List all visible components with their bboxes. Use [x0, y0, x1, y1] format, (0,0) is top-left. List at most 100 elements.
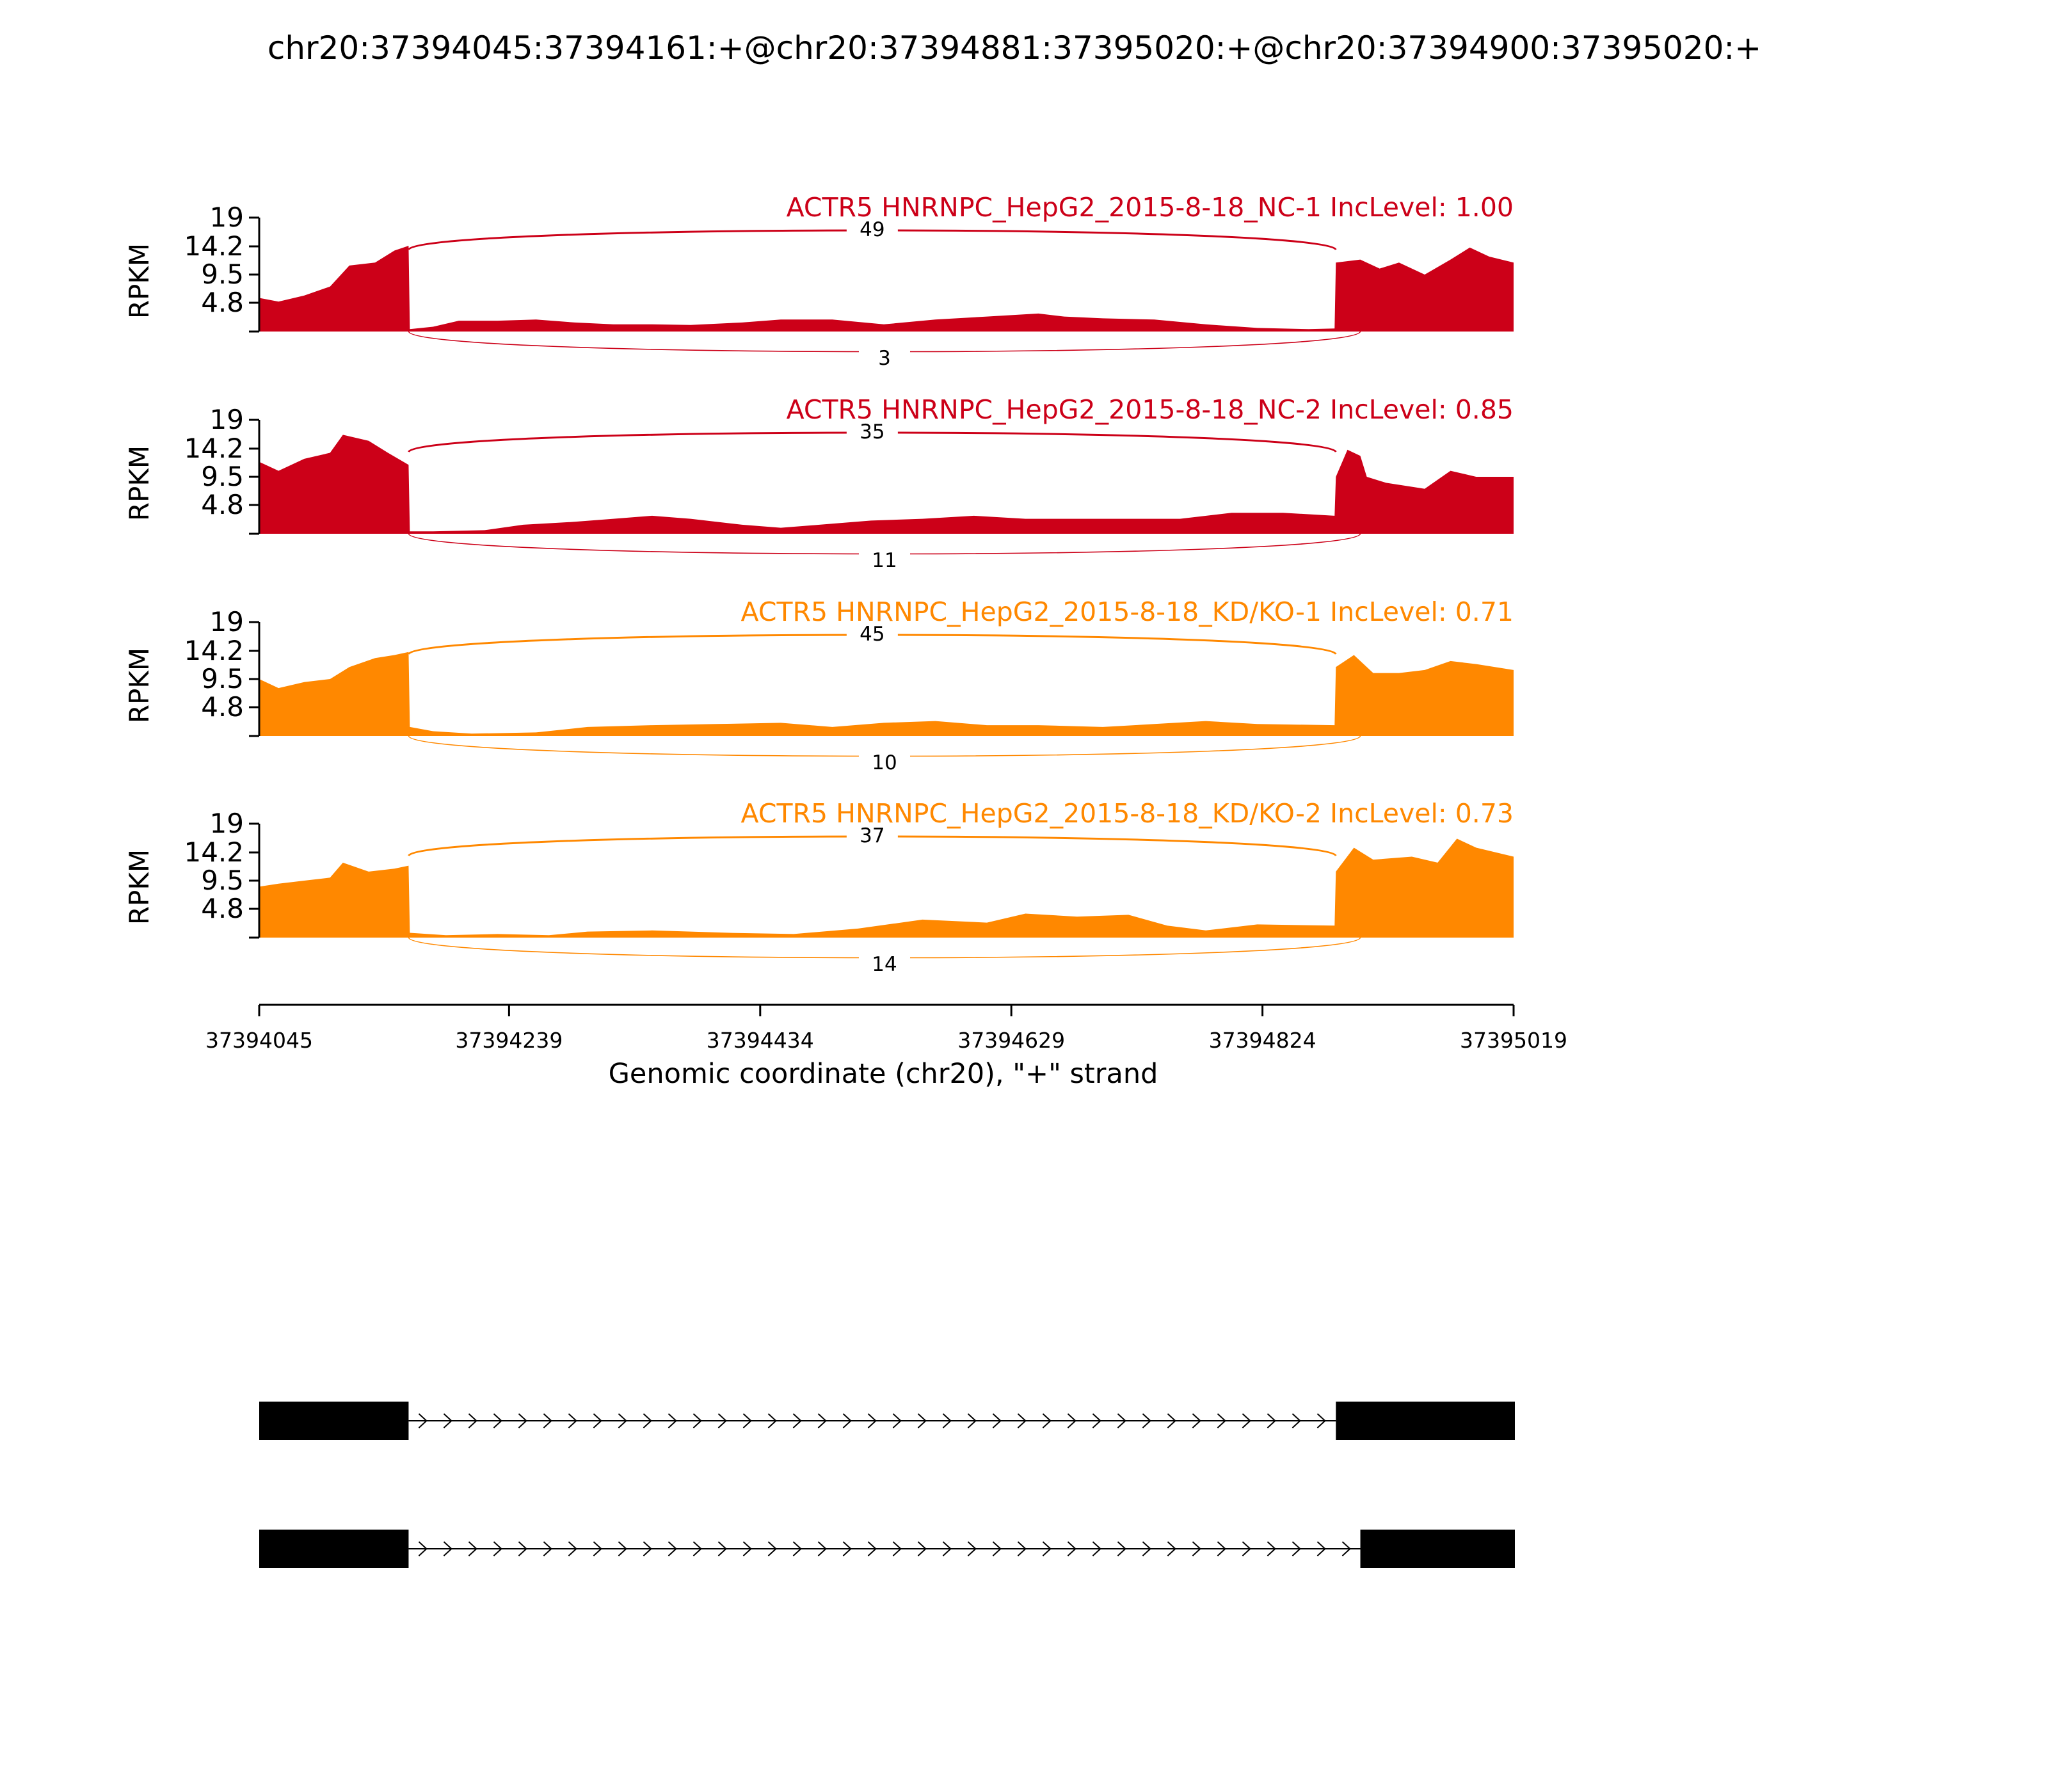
- strand-arrow: [1142, 1541, 1151, 1556]
- strand-arrow: [593, 1413, 602, 1428]
- strand-arrow: [767, 1541, 777, 1556]
- strand-arrow: [942, 1541, 952, 1556]
- strand-arrow: [668, 1541, 677, 1556]
- junction-label-bg: [846, 218, 898, 239]
- coverage-area: [259, 435, 1514, 534]
- coverage-area: [259, 652, 1514, 736]
- strand-arrow: [692, 1413, 702, 1428]
- strand-arrow: [1067, 1413, 1076, 1428]
- y-tick-label: 14.2: [184, 836, 244, 868]
- exon-block: [259, 1530, 409, 1568]
- strand-arrow: [1017, 1413, 1027, 1428]
- strand-arrow: [792, 1541, 802, 1556]
- strand-arrow: [917, 1541, 927, 1556]
- strand-arrow: [992, 1413, 1002, 1428]
- strand-arrow: [643, 1413, 652, 1428]
- track-title: ACTR5 HNRNPC_HepG2_2015-8-18_NC-1 IncLev…: [787, 192, 1514, 223]
- strand-arrow: [1092, 1413, 1101, 1428]
- strand-arrow: [568, 1541, 577, 1556]
- strand-arrow: [1017, 1541, 1027, 1556]
- x-axis-label: Genomic coordinate (chr20), "+" strand: [609, 1058, 1158, 1090]
- strand-arrow: [742, 1541, 752, 1556]
- strand-arrow: [1092, 1541, 1101, 1556]
- junction-count: 49: [860, 218, 884, 241]
- coverage-area: [259, 838, 1514, 938]
- junction-count: 11: [872, 549, 897, 572]
- strand-arrow: [1117, 1541, 1126, 1556]
- strand-arrow: [767, 1413, 777, 1428]
- strand-arrow: [418, 1413, 428, 1428]
- y-tick-label: 14.2: [184, 433, 244, 464]
- strand-arrow: [1067, 1541, 1076, 1556]
- x-tick-label: 37394824: [1209, 1028, 1316, 1053]
- x-tick-label: 37394434: [707, 1028, 814, 1053]
- track-title: ACTR5 HNRNPC_HepG2_2015-8-18_NC-2 IncLev…: [787, 394, 1514, 425]
- strand-arrow: [1341, 1541, 1351, 1556]
- track-title: ACTR5 HNRNPC_HepG2_2015-8-18_KD/KO-2 Inc…: [741, 798, 1514, 829]
- y-tick-label: 14.2: [184, 635, 244, 666]
- exon-block: [1336, 1402, 1515, 1440]
- strand-arrow: [1242, 1541, 1251, 1556]
- strand-arrow: [1242, 1413, 1251, 1428]
- strand-arrow: [717, 1413, 727, 1428]
- junction-count: 14: [872, 953, 897, 976]
- y-axis-label: RPKM: [124, 648, 155, 723]
- strand-arrow: [443, 1541, 452, 1556]
- strand-arrow: [668, 1413, 677, 1428]
- strand-arrow: [1292, 1413, 1301, 1428]
- strand-arrow: [742, 1413, 752, 1428]
- junction-label-bg: [858, 549, 910, 570]
- y-tick-label: 19: [210, 202, 244, 233]
- x-tick-label: 37394239: [455, 1028, 563, 1053]
- strand-arrow: [1192, 1413, 1201, 1428]
- y-tick-label: 4.8: [201, 893, 244, 924]
- x-tick-label: 37395019: [1460, 1028, 1567, 1053]
- y-tick-label: 4.8: [201, 489, 244, 520]
- strand-arrow: [418, 1541, 428, 1556]
- strand-arrow: [992, 1541, 1002, 1556]
- strand-arrow: [942, 1413, 952, 1428]
- track-title: ACTR5 HNRNPC_HepG2_2015-8-18_KD/KO-1 Inc…: [741, 596, 1514, 627]
- strand-arrow: [1292, 1541, 1301, 1556]
- strand-arrow: [1316, 1413, 1326, 1428]
- strand-arrow: [543, 1413, 552, 1428]
- strand-arrow: [1042, 1413, 1052, 1428]
- strand-arrow: [518, 1541, 527, 1556]
- y-tick-label: 4.8: [201, 287, 244, 318]
- strand-arrow: [892, 1541, 902, 1556]
- strand-arrow: [1167, 1413, 1176, 1428]
- y-tick-label: 19: [210, 606, 244, 637]
- strand-arrow: [618, 1541, 627, 1556]
- junction-label-bg: [858, 953, 910, 973]
- strand-arrow: [1217, 1541, 1226, 1556]
- strand-arrow: [842, 1541, 852, 1556]
- y-axis-label: RPKM: [124, 243, 155, 319]
- coverage-area: [259, 246, 1514, 332]
- strand-arrow: [518, 1413, 527, 1428]
- x-tick-label: 37394629: [957, 1028, 1065, 1053]
- figure-title: chr20:37394045:37394161:+@chr20:37394881…: [268, 29, 1761, 67]
- strand-arrow: [1267, 1413, 1276, 1428]
- exon-block: [259, 1402, 409, 1440]
- junction-label-bg: [846, 824, 898, 845]
- strand-arrow: [643, 1541, 652, 1556]
- junction-label-bg: [846, 420, 898, 441]
- strand-arrow: [792, 1413, 802, 1428]
- y-axis-label: RPKM: [124, 445, 155, 521]
- strand-arrow: [867, 1541, 877, 1556]
- strand-arrow: [692, 1541, 702, 1556]
- junction-count: 10: [872, 751, 897, 774]
- strand-arrow: [1142, 1413, 1151, 1428]
- strand-arrow: [468, 1413, 477, 1428]
- strand-arrow: [1192, 1541, 1201, 1556]
- junction-count: 3: [878, 347, 891, 370]
- strand-arrow: [1167, 1541, 1176, 1556]
- y-tick-label: 19: [210, 808, 244, 839]
- y-axis-label: RPKM: [124, 849, 155, 925]
- strand-arrow: [892, 1413, 902, 1428]
